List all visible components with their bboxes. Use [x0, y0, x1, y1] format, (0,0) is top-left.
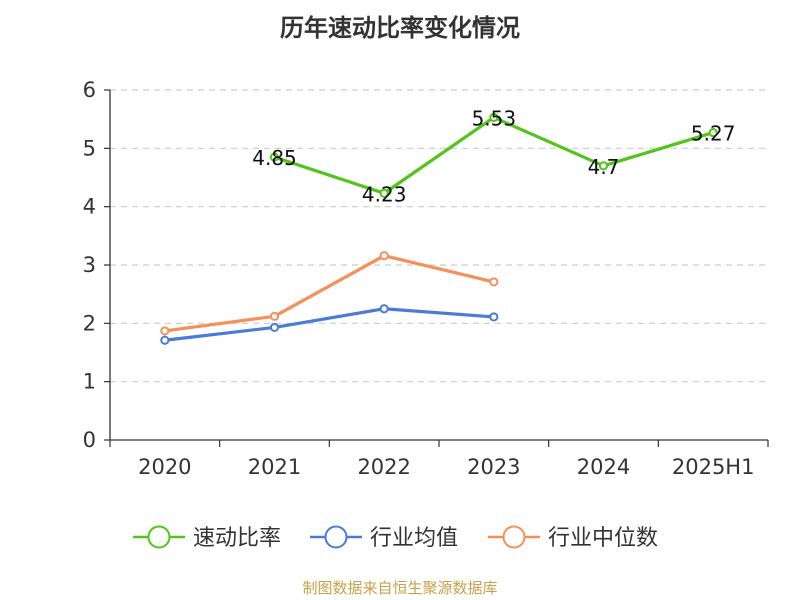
y-tick-label: 2 — [83, 311, 96, 335]
series-line — [163, 307, 496, 342]
legend-swatch-marker — [324, 525, 348, 549]
legend-label: 速动比率 — [193, 526, 281, 551]
data-point — [379, 188, 389, 198]
y-tick-label: 6 — [83, 78, 96, 102]
y-tick-label: 5 — [83, 136, 96, 160]
legend[interactable]: 速动比率 行业均值 行业中位数 — [133, 525, 658, 551]
x-tick-label: 2022 — [357, 455, 410, 479]
data-point — [489, 112, 499, 123]
x-tick-label: 2025H1 — [672, 455, 755, 479]
data-point — [708, 127, 718, 138]
grid-lines — [110, 89, 768, 383]
data-point — [598, 161, 609, 171]
axes: 0 1 2 3 4 5 6 2020 2021 2022 2023 2024 2025H1 — [83, 78, 769, 479]
data-point — [489, 312, 499, 322]
y-tick-label: 1 — [83, 370, 96, 394]
chart-title: 历年速动比率变化情况 — [280, 14, 520, 42]
data-label: 4.7 — [588, 155, 620, 179]
legend-swatch-marker — [147, 525, 171, 549]
series-lines — [160, 112, 718, 345]
legend-item[interactable]: 行业中位数 — [488, 525, 658, 551]
x-tick-label: 2021 — [248, 455, 301, 479]
y-tick-label: 0 — [83, 428, 96, 452]
data-point — [379, 251, 389, 261]
x-tick-label: 2020 — [138, 455, 191, 479]
legend-item[interactable]: 行业均值 — [310, 525, 458, 551]
legend-label: 行业中位数 — [548, 526, 658, 551]
series-line — [163, 254, 496, 333]
data-label: 5.53 — [472, 106, 517, 130]
data-point — [269, 311, 280, 321]
x-tick-label: 2023 — [467, 455, 520, 479]
data-point — [160, 326, 170, 336]
y-tick-label: 4 — [83, 195, 96, 219]
data-point — [160, 335, 170, 345]
data-point — [269, 322, 280, 333]
legend-label: 行业均值 — [370, 526, 458, 551]
data-label: 4.85 — [252, 146, 297, 170]
data-label: 4.23 — [362, 182, 407, 206]
legend-item[interactable]: 速动比率 — [133, 525, 281, 551]
data-point — [489, 277, 499, 287]
x-tick-label: 2024 — [577, 455, 630, 479]
data-point — [379, 304, 389, 314]
data-point — [269, 152, 280, 162]
source-note: 制图数据来自恒生聚源数据库 — [302, 579, 498, 597]
data-label: 5.27 — [691, 122, 736, 146]
legend-swatch-marker — [502, 525, 526, 549]
y-tick-label: 3 — [83, 253, 96, 277]
data-labels: 4.85 4.23 5.53 4.7 5.27 — [252, 106, 735, 206]
